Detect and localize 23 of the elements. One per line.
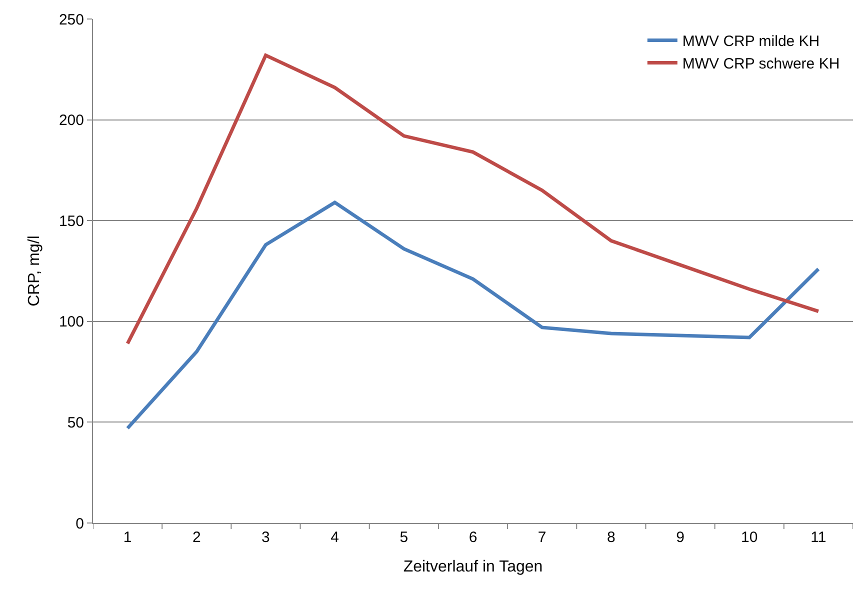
x-axis-title: Zeitverlauf in Tagen <box>403 558 543 576</box>
y-tick-label: 200 <box>58 112 84 130</box>
x-tick-label: 10 <box>741 529 758 546</box>
x-tick-label: 4 <box>330 529 339 546</box>
line-series <box>126 54 820 346</box>
legend-label: MWV CRP milde KH <box>682 33 820 50</box>
y-tick-label: 150 <box>58 212 84 230</box>
y-tick-label: 0 <box>76 515 84 532</box>
y-tick-label: 50 <box>67 414 84 432</box>
y-tick-label: 250 <box>58 11 84 28</box>
x-tick-label: 7 <box>538 529 546 546</box>
y-tick-label: 100 <box>58 314 84 331</box>
x-tick-label: 8 <box>607 529 616 546</box>
x-tick-label: 3 <box>262 529 270 546</box>
x-tick-label: 11 <box>810 529 826 546</box>
line-series <box>126 200 820 430</box>
x-tick-label: 6 <box>468 529 478 546</box>
x-tick-label: 2 <box>192 529 201 546</box>
legend-label: MWV CRP schwere KH <box>682 56 840 73</box>
y-axis-title: CRP, mg/l <box>26 236 43 306</box>
x-tick-label: 5 <box>400 529 408 546</box>
x-tick-label: 9 <box>676 529 684 546</box>
x-tick-label: 1 <box>123 529 132 546</box>
